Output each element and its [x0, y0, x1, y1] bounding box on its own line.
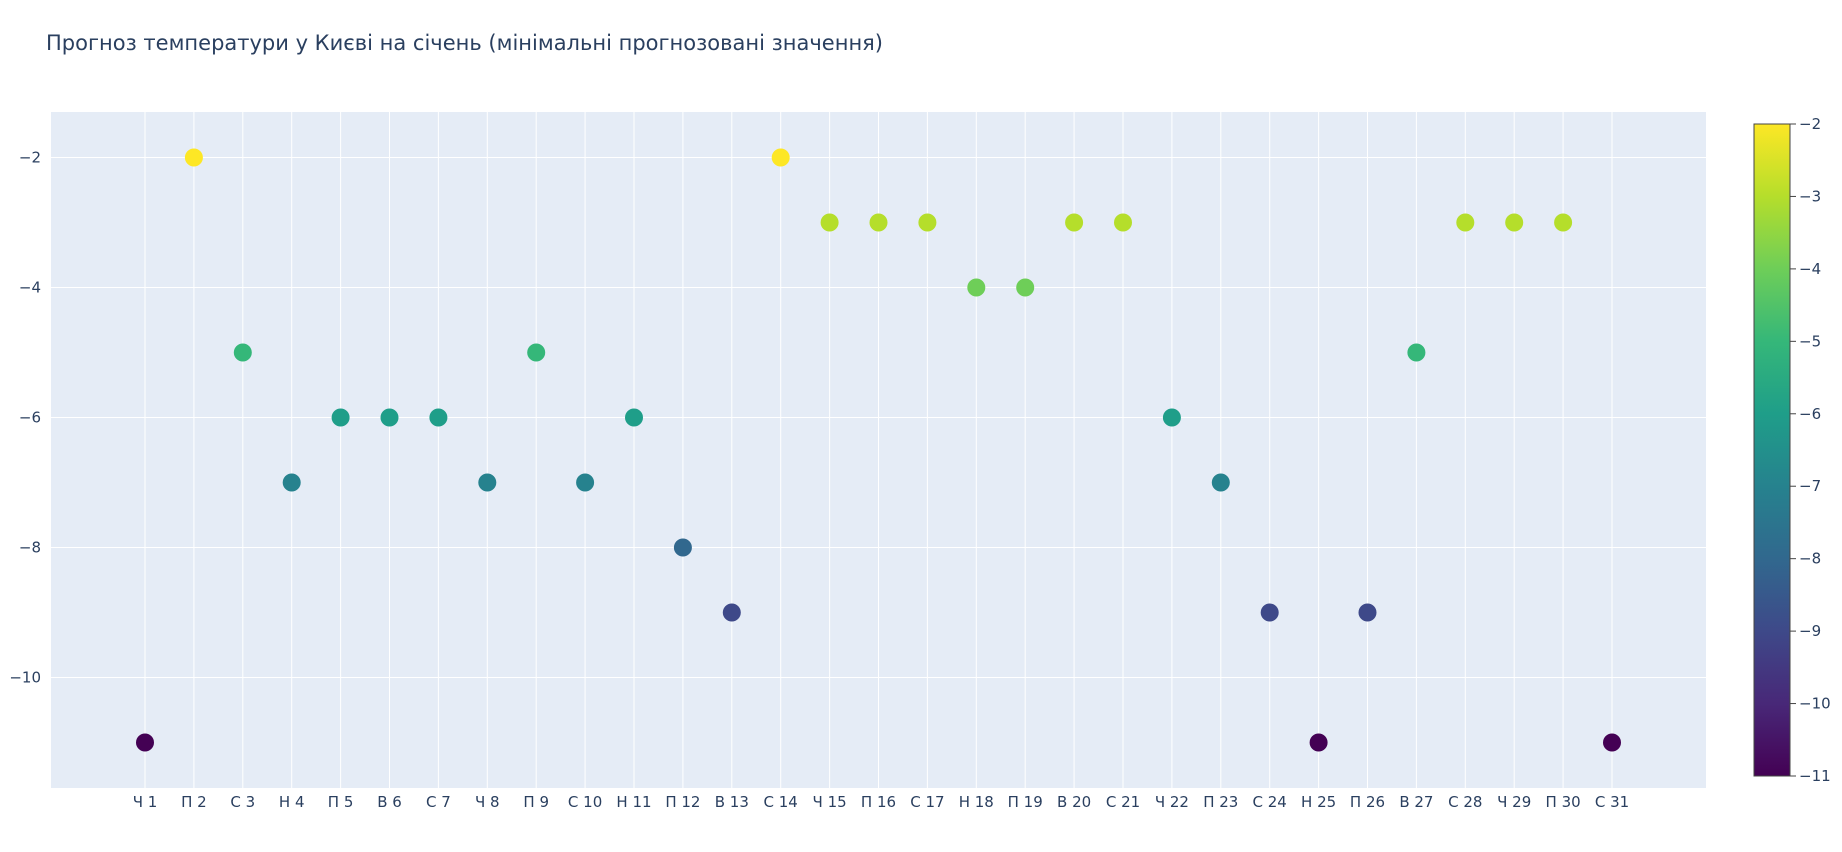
x-tick-label: Ч 1 — [133, 793, 158, 811]
data-point — [233, 343, 252, 362]
colorbar-ticks: −2 −3 −4 −5 −6 −7 −8 −9 −10 −11 — [1790, 115, 1831, 785]
data-point — [184, 148, 203, 167]
grid-lines — [51, 112, 1706, 788]
colorbar-tick-label: −8 — [1799, 550, 1821, 568]
y-axis-ticks: −2 −4 −6 −8 −10 — [9, 149, 41, 687]
chart-title: Прогноз температури у Києві на січень (м… — [46, 31, 883, 55]
data-point — [1211, 473, 1230, 492]
x-tick-label: П 26 — [1350, 793, 1385, 811]
x-tick-label: С 28 — [1448, 793, 1482, 811]
x-tick-label: С 3 — [230, 793, 255, 811]
data-point — [380, 408, 399, 427]
data-point — [1162, 408, 1181, 427]
colorbar-gradient — [1753, 123, 1791, 777]
x-tick-label: П 12 — [665, 793, 700, 811]
data-point — [722, 603, 741, 622]
colorbar-tick-label: −9 — [1799, 622, 1821, 640]
x-tick-label: С 7 — [426, 793, 451, 811]
data-point — [1309, 733, 1328, 752]
x-tick-label: С 24 — [1253, 793, 1287, 811]
data-point — [136, 733, 154, 752]
colorbar-tick-label: −11 — [1799, 767, 1831, 785]
data-point — [771, 148, 790, 167]
colorbar-tick-label: −7 — [1799, 477, 1821, 495]
x-tick-label: В 20 — [1057, 793, 1091, 811]
data-markers — [136, 148, 1621, 752]
x-tick-label: П 30 — [1546, 793, 1581, 811]
x-tick-label: С 31 — [1595, 793, 1629, 811]
y-tick-label: −8 — [19, 539, 41, 557]
data-point — [527, 343, 546, 362]
data-point — [673, 538, 692, 557]
x-tick-label: В 6 — [377, 793, 402, 811]
data-point — [1603, 733, 1621, 752]
data-point — [918, 213, 937, 232]
x-tick-label: П 5 — [328, 793, 354, 811]
colorbar-tick-label: −2 — [1799, 115, 1821, 133]
colorbar-tick-label: −10 — [1799, 695, 1831, 713]
x-tick-label: Н 18 — [959, 793, 994, 811]
x-tick-label: С 17 — [910, 793, 944, 811]
x-tick-label: П 19 — [1008, 793, 1043, 811]
colorbar-tick-label: −5 — [1799, 332, 1821, 350]
data-point — [1456, 213, 1475, 232]
y-tick-label: −6 — [19, 409, 41, 427]
x-tick-label: Ч 15 — [813, 793, 847, 811]
x-tick-label: Ч 29 — [1497, 793, 1531, 811]
data-point — [282, 473, 301, 492]
x-tick-label: П 2 — [181, 793, 207, 811]
data-point — [1407, 343, 1426, 362]
data-point — [429, 408, 448, 427]
data-point — [1505, 213, 1524, 232]
data-point — [1016, 278, 1035, 297]
x-tick-label: С 10 — [568, 793, 602, 811]
data-point — [478, 473, 497, 492]
data-point — [1554, 213, 1573, 232]
data-point — [331, 408, 350, 427]
x-tick-label: Н 4 — [279, 793, 305, 811]
x-tick-label: Ч 8 — [475, 793, 500, 811]
y-tick-label: −2 — [19, 149, 41, 167]
data-point — [967, 278, 986, 297]
x-tick-label: В 27 — [1399, 793, 1433, 811]
x-tick-label: П 23 — [1203, 793, 1238, 811]
data-point — [1114, 213, 1132, 232]
y-tick-label: −10 — [9, 669, 41, 687]
data-point — [1358, 603, 1377, 622]
x-tick-label: Н 11 — [616, 793, 651, 811]
data-point — [1065, 213, 1084, 232]
x-tick-label: П 9 — [523, 793, 549, 811]
x-axis-ticks: Ч 1 П 2 С 3 Н 4 П 5 В 6 С 7 Ч 8 П 9 С 10 Н 11 П 12 В… — [133, 793, 1629, 811]
data-point — [625, 408, 643, 427]
data-point — [1260, 603, 1279, 622]
x-tick-label: Н 25 — [1301, 793, 1336, 811]
x-tick-label: П 16 — [861, 793, 896, 811]
colorbar-tick-label: −6 — [1799, 405, 1821, 423]
y-tick-label: −4 — [19, 279, 41, 297]
x-tick-label: Ч 22 — [1155, 793, 1189, 811]
colorbar: −2 −3 −4 −5 −6 −7 −8 −9 −10 −11 — [1753, 115, 1831, 785]
data-point — [820, 213, 839, 232]
colorbar-tick-label: −4 — [1799, 260, 1821, 278]
data-point — [576, 473, 595, 492]
x-tick-label: С 14 — [764, 793, 798, 811]
x-tick-label: В 13 — [715, 793, 749, 811]
colorbar-tick-label: −3 — [1799, 187, 1821, 205]
x-tick-label: С 21 — [1106, 793, 1140, 811]
data-point — [869, 213, 888, 232]
